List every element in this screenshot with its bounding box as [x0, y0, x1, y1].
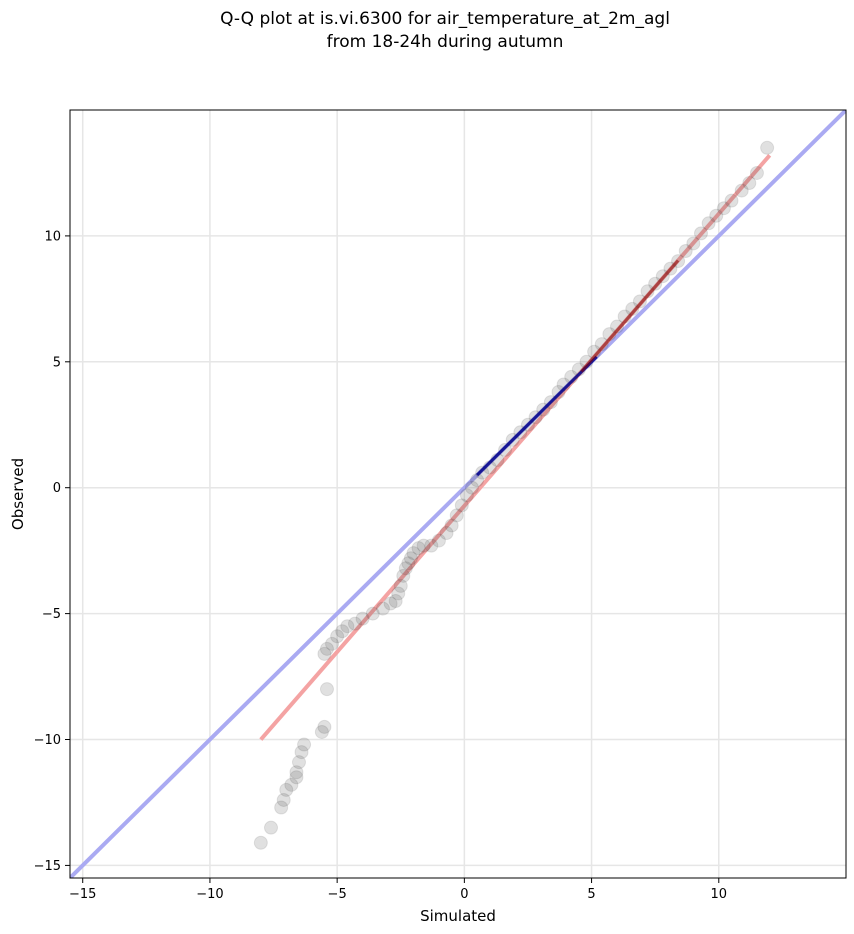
qq-point — [317, 646, 332, 661]
qq-point — [396, 568, 411, 583]
qq-point — [401, 556, 416, 571]
y-tick-label: 0 — [53, 481, 61, 496]
qq-point — [383, 596, 398, 611]
qq-point — [276, 792, 291, 807]
qq-point — [693, 226, 708, 241]
qq-point — [475, 465, 490, 480]
qq-point — [340, 619, 355, 634]
qq-point — [724, 193, 739, 208]
qq-point — [625, 301, 640, 316]
qq-point — [594, 337, 609, 352]
qq-point — [355, 611, 370, 626]
qq-point — [416, 538, 431, 553]
qq-point — [274, 800, 289, 815]
qq-point — [284, 777, 299, 792]
y-axis-label: Observed — [9, 458, 27, 530]
qq-point — [610, 319, 625, 334]
qq-point — [701, 216, 716, 231]
qq-point — [347, 616, 362, 631]
y-tick-label: 5 — [53, 355, 61, 370]
x-tick-label: 10 — [711, 887, 728, 902]
qq-point — [742, 176, 757, 191]
qq-point — [716, 201, 731, 216]
qq-point — [325, 636, 340, 651]
qq-point — [686, 236, 701, 251]
qq-point — [314, 724, 329, 739]
qq-point — [551, 385, 566, 400]
qq-point — [749, 165, 764, 180]
qq-point — [253, 835, 268, 850]
qq-point — [406, 546, 421, 561]
grid — [70, 110, 846, 878]
qq-point — [291, 755, 306, 770]
chart-title: Q-Q plot at is.vi.6300 for air_temperatu… — [0, 8, 854, 54]
x-tick-label: −5 — [328, 887, 347, 902]
identity-line — [70, 110, 846, 878]
qq-point — [335, 624, 350, 639]
qq-point — [289, 770, 304, 785]
chart-title-line-2: from 18-24h during autumn — [326, 32, 564, 52]
y-tick-label: −5 — [42, 607, 61, 622]
qq-point — [734, 183, 749, 198]
qq-point — [330, 629, 345, 644]
qq-point — [319, 682, 334, 697]
x-tick-label: −15 — [69, 887, 96, 902]
qq-point — [391, 586, 406, 601]
qq-point — [317, 719, 332, 734]
reference-lines — [70, 110, 846, 878]
qq-point — [760, 140, 775, 155]
qq-point — [297, 737, 312, 752]
qq-point — [263, 820, 278, 835]
qq-point — [648, 276, 663, 291]
qq-point — [398, 561, 413, 576]
fit-line — [259, 154, 772, 741]
qq-point — [464, 480, 479, 495]
plot-frame — [69, 109, 847, 879]
y-tick-label: 10 — [44, 229, 61, 244]
x-axis-label: Simulated — [420, 907, 496, 925]
x-tick-label: −10 — [196, 887, 223, 902]
qq-point — [289, 765, 304, 780]
x-tick-label: 5 — [587, 887, 595, 902]
qq-point — [498, 442, 513, 457]
identity-line-overlap — [476, 355, 598, 477]
qq-point — [403, 551, 418, 566]
data-points — [253, 140, 775, 850]
qq-point — [459, 488, 474, 503]
qq-point — [319, 641, 334, 656]
qq-point — [411, 541, 426, 556]
chart-title-line-1: Q-Q plot at is.vi.6300 for air_temperatu… — [220, 9, 670, 29]
axis-ticks: −15 −10 −5 0 5 10 −15 −10 −5 0 5 10 — [34, 229, 727, 902]
qq-point — [365, 606, 380, 621]
qq-point — [444, 518, 459, 533]
qq-point — [424, 538, 439, 553]
qq-point — [632, 294, 647, 309]
y-tick-label: −15 — [34, 859, 61, 874]
y-tick-label: −10 — [34, 733, 61, 748]
qq-point — [388, 594, 403, 609]
qq-point — [375, 601, 390, 616]
qq-point — [439, 526, 454, 541]
qq-point — [294, 745, 309, 760]
qq-point — [454, 498, 469, 513]
fit-line-overlap — [580, 259, 680, 373]
x-tick-label: 0 — [460, 887, 468, 902]
qq-point — [449, 508, 464, 523]
qq-point — [709, 208, 724, 223]
qq-point — [393, 578, 408, 593]
qq-point — [678, 244, 693, 259]
qq-point — [431, 533, 446, 548]
qq-point — [279, 782, 294, 797]
